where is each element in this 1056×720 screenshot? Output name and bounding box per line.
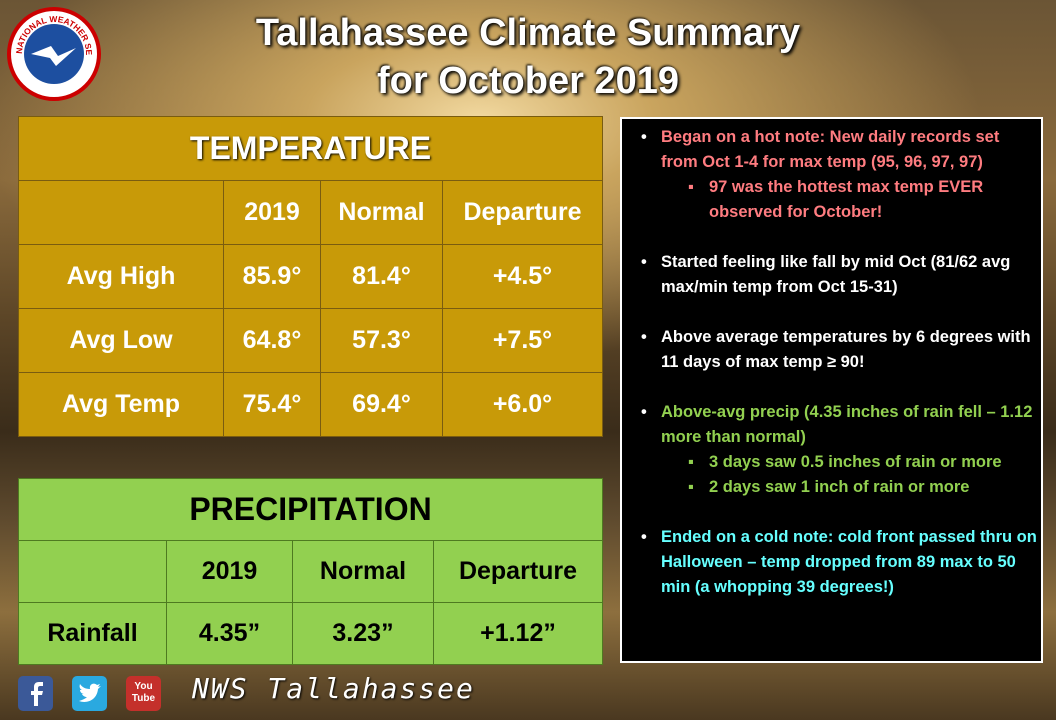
cell: 75.4° [223,372,321,437]
youtube-text: You [134,681,153,692]
note-text: Started feeling like fall by mid Oct (81… [661,253,1011,296]
cell: 4.35” [166,602,293,665]
table-row: Avg Temp 75.4° 69.4° +6.0° [18,372,603,437]
cell: +6.0° [442,372,603,437]
cell: +1.12” [433,602,603,665]
title-line: Tallahassee Climate Summary [255,12,801,54]
youtube-icon[interactable]: You Tube [126,676,161,711]
cell: 64.8° [223,308,321,373]
signature: NWS Tallahassee [192,672,475,705]
subnote: 97 was the hottest max temp EVER observe… [661,175,1037,225]
table-title: PRECIPITATION [18,478,603,541]
column-header: Departure [442,180,603,245]
note: Above-avg precip (4.35 inches of rain fe… [641,400,1037,500]
cell: 69.4° [320,372,443,437]
temperature-table: TEMPERATURE 2019 Normal Departure Avg Hi… [18,116,603,437]
cell: +7.5° [442,308,603,373]
note: Started feeling like fall by mid Oct (81… [641,250,1037,300]
nws-logo: NATIONAL WEATHER SERVICE [6,6,101,101]
title-line: for October 2019 [377,60,679,102]
notes-box: Began on a hot note: New daily records s… [620,117,1043,663]
table-row: Rainfall 4.35” 3.23” +1.12” [18,602,603,665]
column-header: Normal [292,540,434,603]
cell: 81.4° [320,244,443,309]
note-text: Above-avg precip (4.35 inches of rain fe… [661,403,1033,446]
cell: 57.3° [320,308,443,373]
note: Began on a hot note: New daily records s… [641,125,1037,225]
note: Ended on a cold note: cold front passed … [641,525,1037,600]
note-text: Began on a hot note: New daily records s… [661,128,1000,171]
note-text: Ended on a cold note: cold front passed … [661,528,1037,596]
column-header: 2019 [166,540,293,603]
cell: +4.5° [442,244,603,309]
subnote: 2 days saw 1 inch of rain or more [661,475,1037,500]
subnote: 3 days saw 0.5 inches of rain or more [661,450,1037,475]
note-text: Above average temperatures by 6 degrees … [661,328,1031,371]
note: Above average temperatures by 6 degrees … [641,325,1037,375]
twitter-icon[interactable] [72,676,107,711]
row-header: Avg High [18,244,224,309]
cell: 85.9° [223,244,321,309]
youtube-text: Tube [131,693,156,704]
precipitation-table: PRECIPITATION 2019 Normal Departure Rain… [18,478,603,665]
column-header: Normal [320,180,443,245]
row-header: Avg Temp [18,372,224,437]
column-header: 2019 [223,180,321,245]
table-title: TEMPERATURE [18,116,603,181]
table-row: Avg High 85.9° 81.4° +4.5° [18,244,603,309]
table-row: Avg Low 64.8° 57.3° +7.5° [18,308,603,373]
row-header: Avg Low [18,308,224,373]
row-header: Rainfall [18,602,167,665]
facebook-icon[interactable] [18,676,53,711]
column-header: Departure [433,540,603,603]
cell: 3.23” [292,602,434,665]
